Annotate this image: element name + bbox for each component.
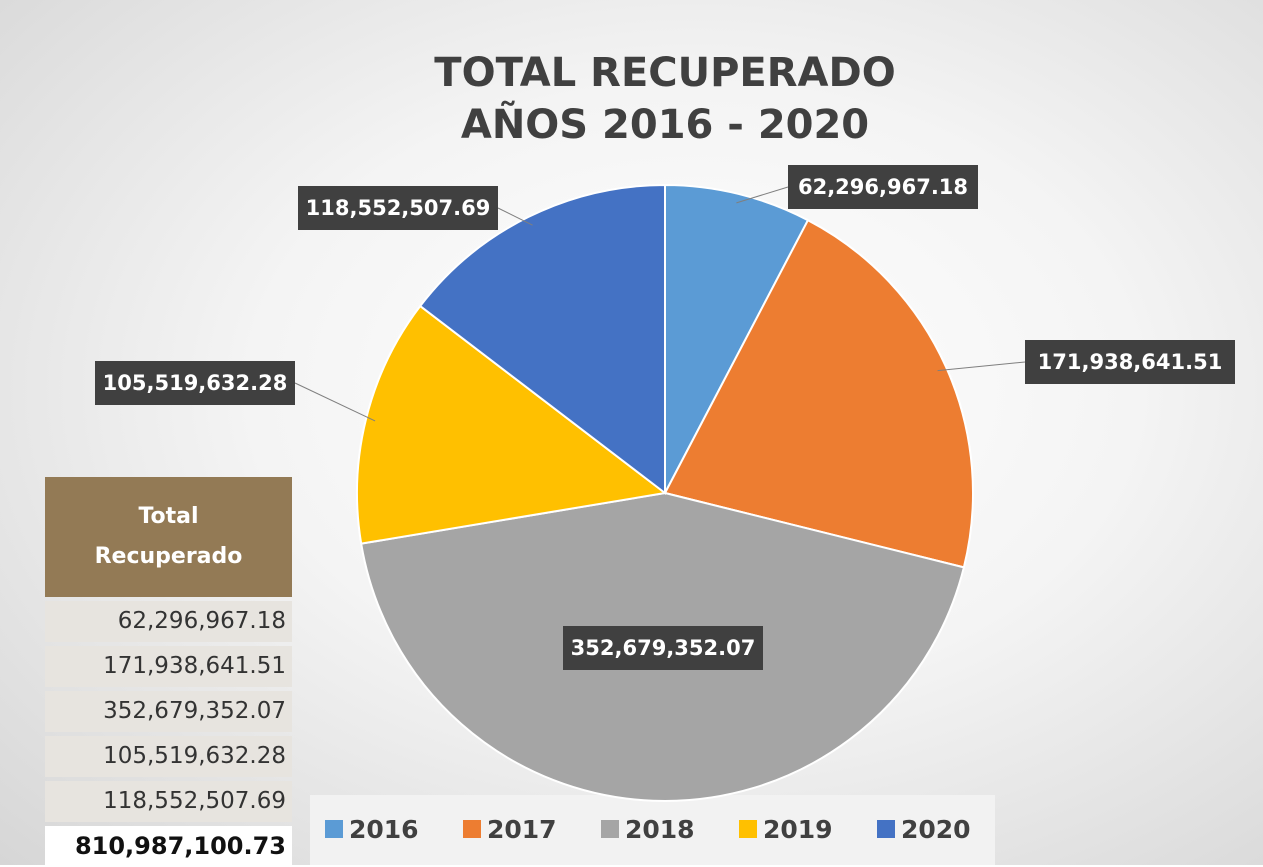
legend-label: 2019	[763, 815, 833, 844]
data-label-box	[563, 626, 763, 670]
leader-line	[294, 382, 376, 422]
legend-label: 2016	[349, 815, 419, 844]
table-total: 810,987,100.73	[45, 826, 292, 867]
leader-line	[736, 186, 789, 204]
legend-label: 2018	[625, 815, 695, 844]
data-label-box	[298, 186, 498, 230]
table-cell: 62,296,967.18	[45, 601, 292, 642]
table-header: Total Recuperado	[45, 477, 292, 597]
pie-slice	[663, 218, 974, 569]
legend-label: 2020	[901, 815, 971, 844]
leader-line	[937, 361, 1026, 372]
data-label-box	[788, 165, 978, 209]
data-label: 352,679,352.07	[571, 636, 756, 660]
legend-swatch	[739, 820, 757, 838]
legend-swatch	[601, 820, 619, 838]
data-label-box	[1025, 340, 1235, 384]
table-cell: 105,519,632.28	[45, 736, 292, 777]
leader-line	[497, 207, 533, 226]
chart-title: TOTAL RECUPERADO	[434, 50, 895, 96]
chart-title: AÑOS 2016 - 2020	[461, 100, 869, 148]
data-label: 62,296,967.18	[798, 175, 968, 199]
data-label: 105,519,632.28	[103, 371, 288, 395]
table-cell: 352,679,352.07	[45, 691, 292, 732]
table-cell: 118,552,507.69	[45, 781, 292, 822]
legend-swatch	[325, 820, 343, 838]
table-cell: 171,938,641.51	[45, 646, 292, 687]
pie-slice	[356, 304, 668, 545]
data-label-box	[95, 361, 295, 405]
pie-slice	[664, 183, 810, 494]
legend-label: 2017	[487, 815, 557, 844]
pie-slice	[418, 183, 666, 496]
data-label: 118,552,507.69	[306, 196, 491, 220]
legend-swatch	[877, 820, 895, 838]
table: Total Recuperado 62,296,967.18 171,938,64…	[45, 477, 292, 867]
legend-swatch	[463, 820, 481, 838]
data-label: 171,938,641.51	[1038, 350, 1223, 374]
